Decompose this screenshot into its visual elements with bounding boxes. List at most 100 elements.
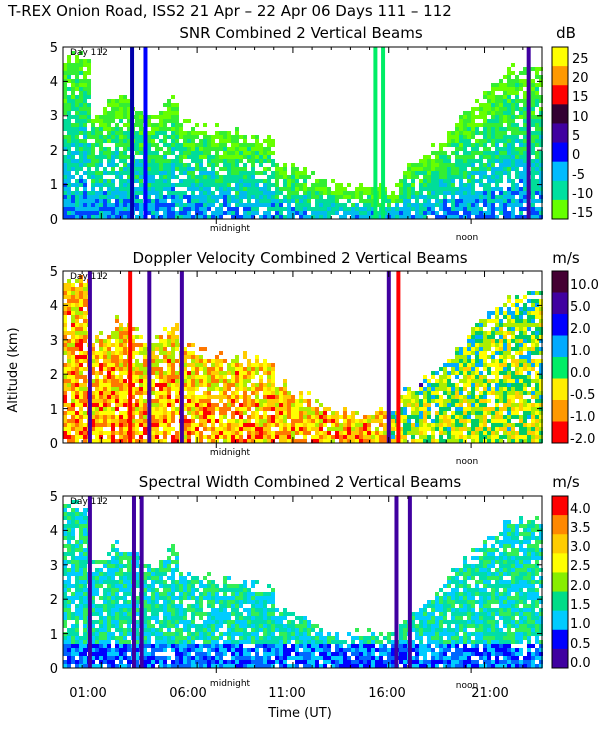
heatmap-cell	[167, 159, 171, 163]
heatmap-cell	[503, 83, 507, 87]
heatmap-cell	[99, 207, 103, 211]
heatmap-cell	[67, 115, 71, 119]
heatmap-cell	[367, 187, 371, 191]
heatmap-cell	[207, 215, 211, 219]
heatmap-cell	[71, 584, 75, 588]
heatmap-cell	[203, 207, 207, 211]
heatmap-cell	[147, 151, 151, 155]
heatmap-cell	[67, 367, 71, 371]
heatmap-cell	[487, 135, 491, 139]
heatmap-cell	[415, 423, 419, 427]
heatmap-cell	[107, 207, 111, 211]
heatmap-cell	[439, 199, 443, 203]
heatmap-cell	[535, 387, 539, 391]
heatmap-cell	[147, 163, 151, 167]
heatmap-cell	[239, 367, 243, 371]
heatmap-cell	[455, 207, 459, 211]
heatmap-cell	[511, 71, 515, 75]
heatmap-cell	[167, 367, 171, 371]
heatmap-cell	[399, 427, 403, 431]
heatmap-cell	[135, 375, 139, 379]
heatmap-cell	[239, 215, 243, 219]
heatmap-cell	[163, 215, 167, 219]
heatmap-cell	[531, 439, 535, 443]
heatmap-cell	[415, 407, 419, 411]
heatmap-cell	[487, 159, 491, 163]
heatmap-cell	[315, 199, 319, 203]
heatmap-cell	[147, 123, 151, 127]
heatmap-cell	[535, 155, 539, 159]
heatmap-cell	[499, 351, 503, 355]
heatmap-cell	[499, 343, 503, 347]
heatmap-cell	[259, 199, 263, 203]
heatmap-cell	[103, 147, 107, 151]
heatmap-cell	[155, 411, 159, 415]
heatmap-cell	[295, 167, 299, 171]
heatmap-cell	[63, 291, 67, 295]
heatmap-cell	[467, 395, 471, 399]
heatmap-cell	[251, 183, 255, 187]
heatmap-cell	[279, 411, 283, 415]
heatmap-cell	[123, 95, 127, 99]
heatmap-cell	[99, 115, 103, 119]
heatmap-cell	[191, 187, 195, 191]
heatmap-cell	[303, 203, 307, 207]
heatmap-cell	[95, 203, 99, 207]
heatmap-cell	[283, 403, 287, 407]
heatmap-cell	[455, 187, 459, 191]
heatmap-cell	[491, 143, 495, 147]
heatmap-cell	[131, 363, 135, 367]
heatmap-cell	[483, 111, 487, 115]
heatmap-cell	[183, 403, 187, 407]
heatmap-cell	[479, 199, 483, 203]
heatmap-cell	[431, 383, 435, 387]
heatmap-cell	[255, 183, 259, 187]
heatmap-cell	[71, 167, 75, 171]
heatmap-cell	[327, 435, 331, 439]
heatmap-cell	[319, 195, 323, 199]
heatmap-cell	[315, 411, 319, 415]
heatmap-cell	[111, 139, 115, 143]
heatmap-cell	[187, 427, 191, 431]
heatmap-cell	[407, 171, 411, 175]
heatmap-cell	[199, 199, 203, 203]
heatmap-cell	[519, 127, 523, 131]
heatmap-cell	[231, 411, 235, 415]
heatmap-cell	[267, 407, 271, 411]
heatmap-cell	[155, 127, 159, 131]
heatmap-cell	[155, 439, 159, 443]
heatmap-cell	[471, 127, 475, 131]
heatmap-cell	[479, 323, 483, 327]
heatmap-cell	[515, 371, 519, 375]
heatmap-cell	[207, 375, 211, 379]
heatmap-cell	[227, 179, 231, 183]
heatmap-cell	[447, 199, 451, 203]
heatmap-cell	[63, 155, 67, 159]
heatmap-cell	[539, 423, 543, 427]
heatmap-cell	[63, 335, 67, 339]
heatmap-cell	[183, 383, 187, 387]
heatmap-cell	[259, 415, 263, 419]
heatmap-cell	[319, 419, 323, 423]
heatmap-cell	[419, 411, 423, 415]
heatmap-cell	[523, 207, 527, 211]
heatmap-cell	[275, 207, 279, 211]
heatmap-cell	[115, 135, 119, 139]
heatmap-cell	[223, 203, 227, 207]
heatmap-cell	[515, 375, 519, 379]
heatmap-cell	[227, 203, 231, 207]
heatmap-cell	[419, 203, 423, 207]
heatmap-cell	[251, 431, 255, 435]
heatmap-cell	[319, 207, 323, 211]
heatmap-cell	[507, 95, 511, 99]
heatmap-cell	[523, 199, 527, 203]
heatmap-cell	[143, 359, 147, 363]
heatmap-cell	[535, 399, 539, 403]
heatmap-cell	[407, 211, 411, 215]
heatmap-cell	[431, 187, 435, 191]
heatmap-cell	[159, 155, 163, 159]
heatmap-cell	[235, 207, 239, 211]
heatmap-cell	[183, 183, 187, 187]
heatmap-cell	[443, 199, 447, 203]
heatmap-cell	[535, 439, 539, 443]
